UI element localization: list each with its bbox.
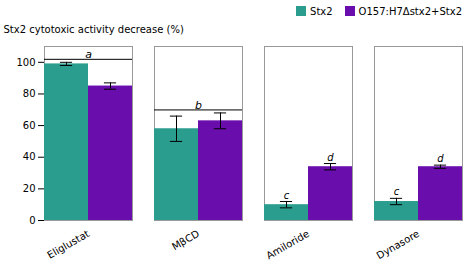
svg-text:80: 80 xyxy=(23,88,36,99)
svg-text:Eliglustat: Eliglustat xyxy=(45,228,91,261)
svg-text:0: 0 xyxy=(29,215,35,226)
svg-text:60: 60 xyxy=(23,120,36,131)
svg-text:Stx2 cytotoxic activity decrea: Stx2 cytotoxic activity decrease (%) xyxy=(4,24,184,35)
svg-text:20: 20 xyxy=(23,183,36,194)
svg-text:d: d xyxy=(437,153,444,164)
svg-text:MβCD: MβCD xyxy=(170,228,201,253)
svg-text:Amiloride: Amiloride xyxy=(264,228,311,261)
html-text:O157:H7Δstx2+Stx2: O157:H7Δstx2+Stx2 xyxy=(358,5,462,17)
svg-text:100: 100 xyxy=(16,57,35,68)
svg-text:c: c xyxy=(394,186,400,197)
svg-text:b: b xyxy=(195,99,202,112)
html-text:Stx2: Stx2 xyxy=(310,5,333,17)
svg-text:a: a xyxy=(85,48,92,61)
svg-text:c: c xyxy=(284,190,290,201)
svg-text:Dynasore: Dynasore xyxy=(374,228,421,261)
svg-text:40: 40 xyxy=(23,151,36,162)
svg-text:d: d xyxy=(327,152,334,163)
